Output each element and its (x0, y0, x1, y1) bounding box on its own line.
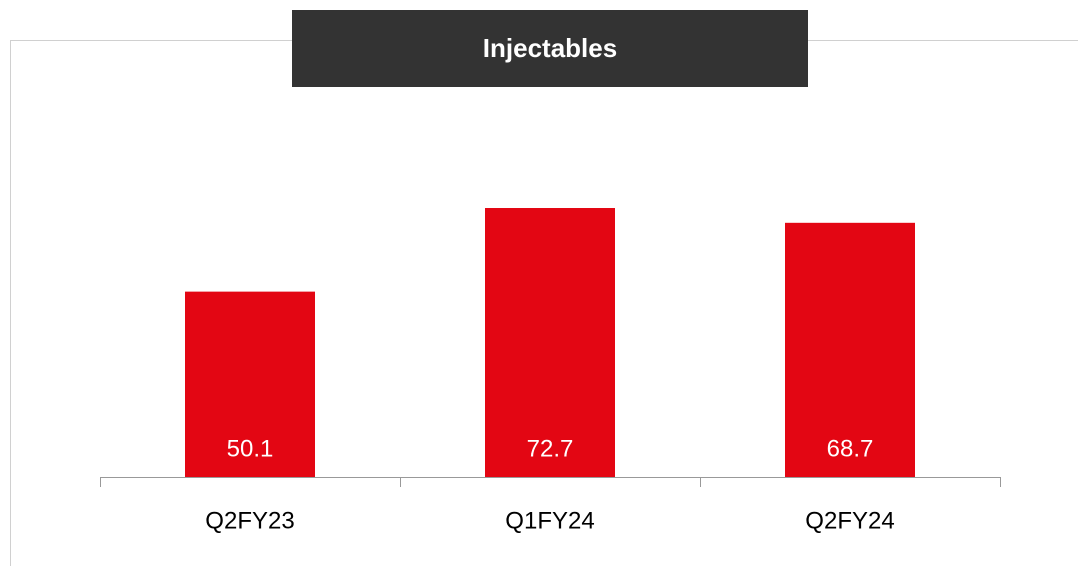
x-tick-label: Q2FY24 (805, 507, 894, 534)
chart-title: Injectables (483, 33, 617, 63)
x-tick-label: Q1FY24 (505, 507, 594, 534)
data-label: 72.7 (527, 435, 574, 462)
x-tick-label: Q2FY23 (205, 507, 294, 534)
data-label: 50.1 (227, 435, 274, 462)
data-label: 68.7 (827, 435, 874, 462)
